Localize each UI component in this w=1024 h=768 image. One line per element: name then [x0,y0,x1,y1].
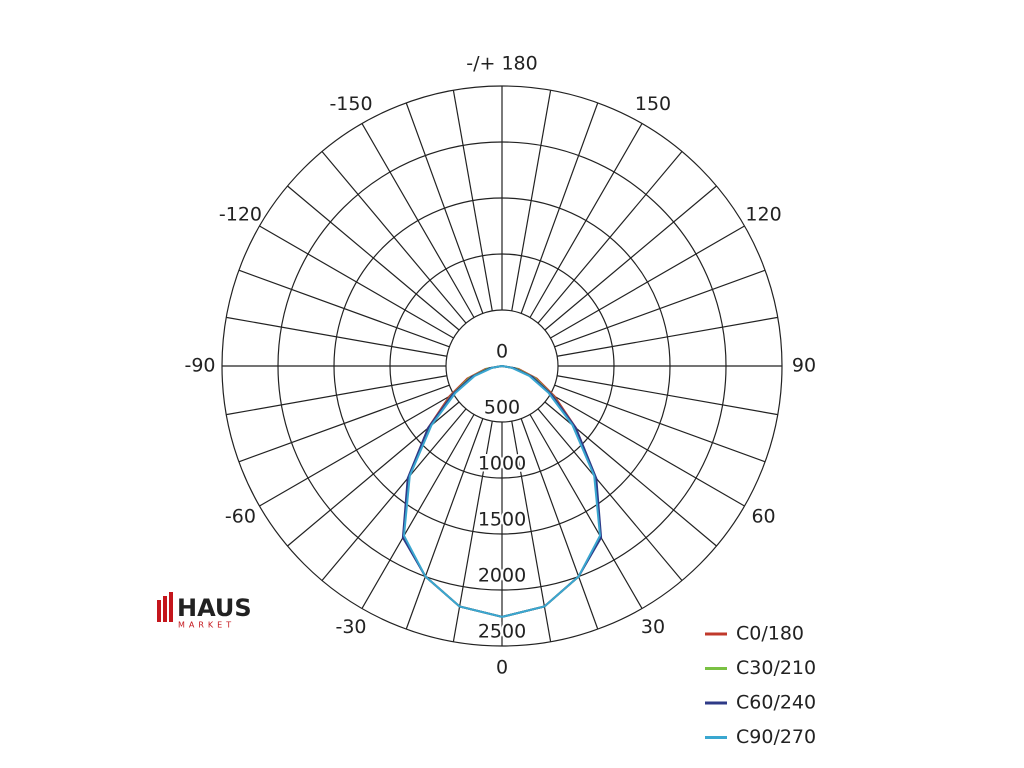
logo-sub: MARKET [178,621,235,630]
r-tick-label: 2000 [478,565,526,587]
logo-bar [169,592,173,622]
r-tick-label: 1000 [478,453,526,475]
angle-tick-label: 120 [745,204,781,226]
angle-tick-label: 0 [496,657,508,679]
logo-bar [157,600,161,622]
grid-ring [221,85,783,647]
angle-tick-label: 150 [635,93,671,115]
legend-label: C60/240 [736,692,816,714]
r-tick-label: 0 [496,341,508,363]
angle-tick-label: -90 [184,355,215,377]
angle-tick-label: -60 [225,506,256,528]
legend-label: C30/210 [736,657,816,679]
angle-tick-label: -120 [219,204,262,226]
legend-label: C90/270 [736,726,816,748]
grid-ring [389,253,615,479]
angle-tick-label: 90 [792,355,816,377]
grid-ring [445,309,559,423]
logo-bar [163,596,167,622]
angle-tick-label: -/+ 180 [466,53,537,75]
r-tick-label: 2500 [478,621,526,643]
angle-tick-label: -150 [329,93,372,115]
legend-label: C0/180 [736,623,804,645]
logo: HAUS MARKET [157,592,252,630]
angle-tick-label: 60 [751,506,775,528]
angle-tick-label: 30 [641,616,665,638]
logo-name: HAUS [177,594,252,622]
angle-tick-label: -30 [335,616,366,638]
series-line [402,365,602,618]
r-tick-label: 500 [484,397,520,419]
r-tick-label: 1500 [478,509,526,531]
grid-ring [277,141,727,591]
grid-ring [333,197,671,535]
